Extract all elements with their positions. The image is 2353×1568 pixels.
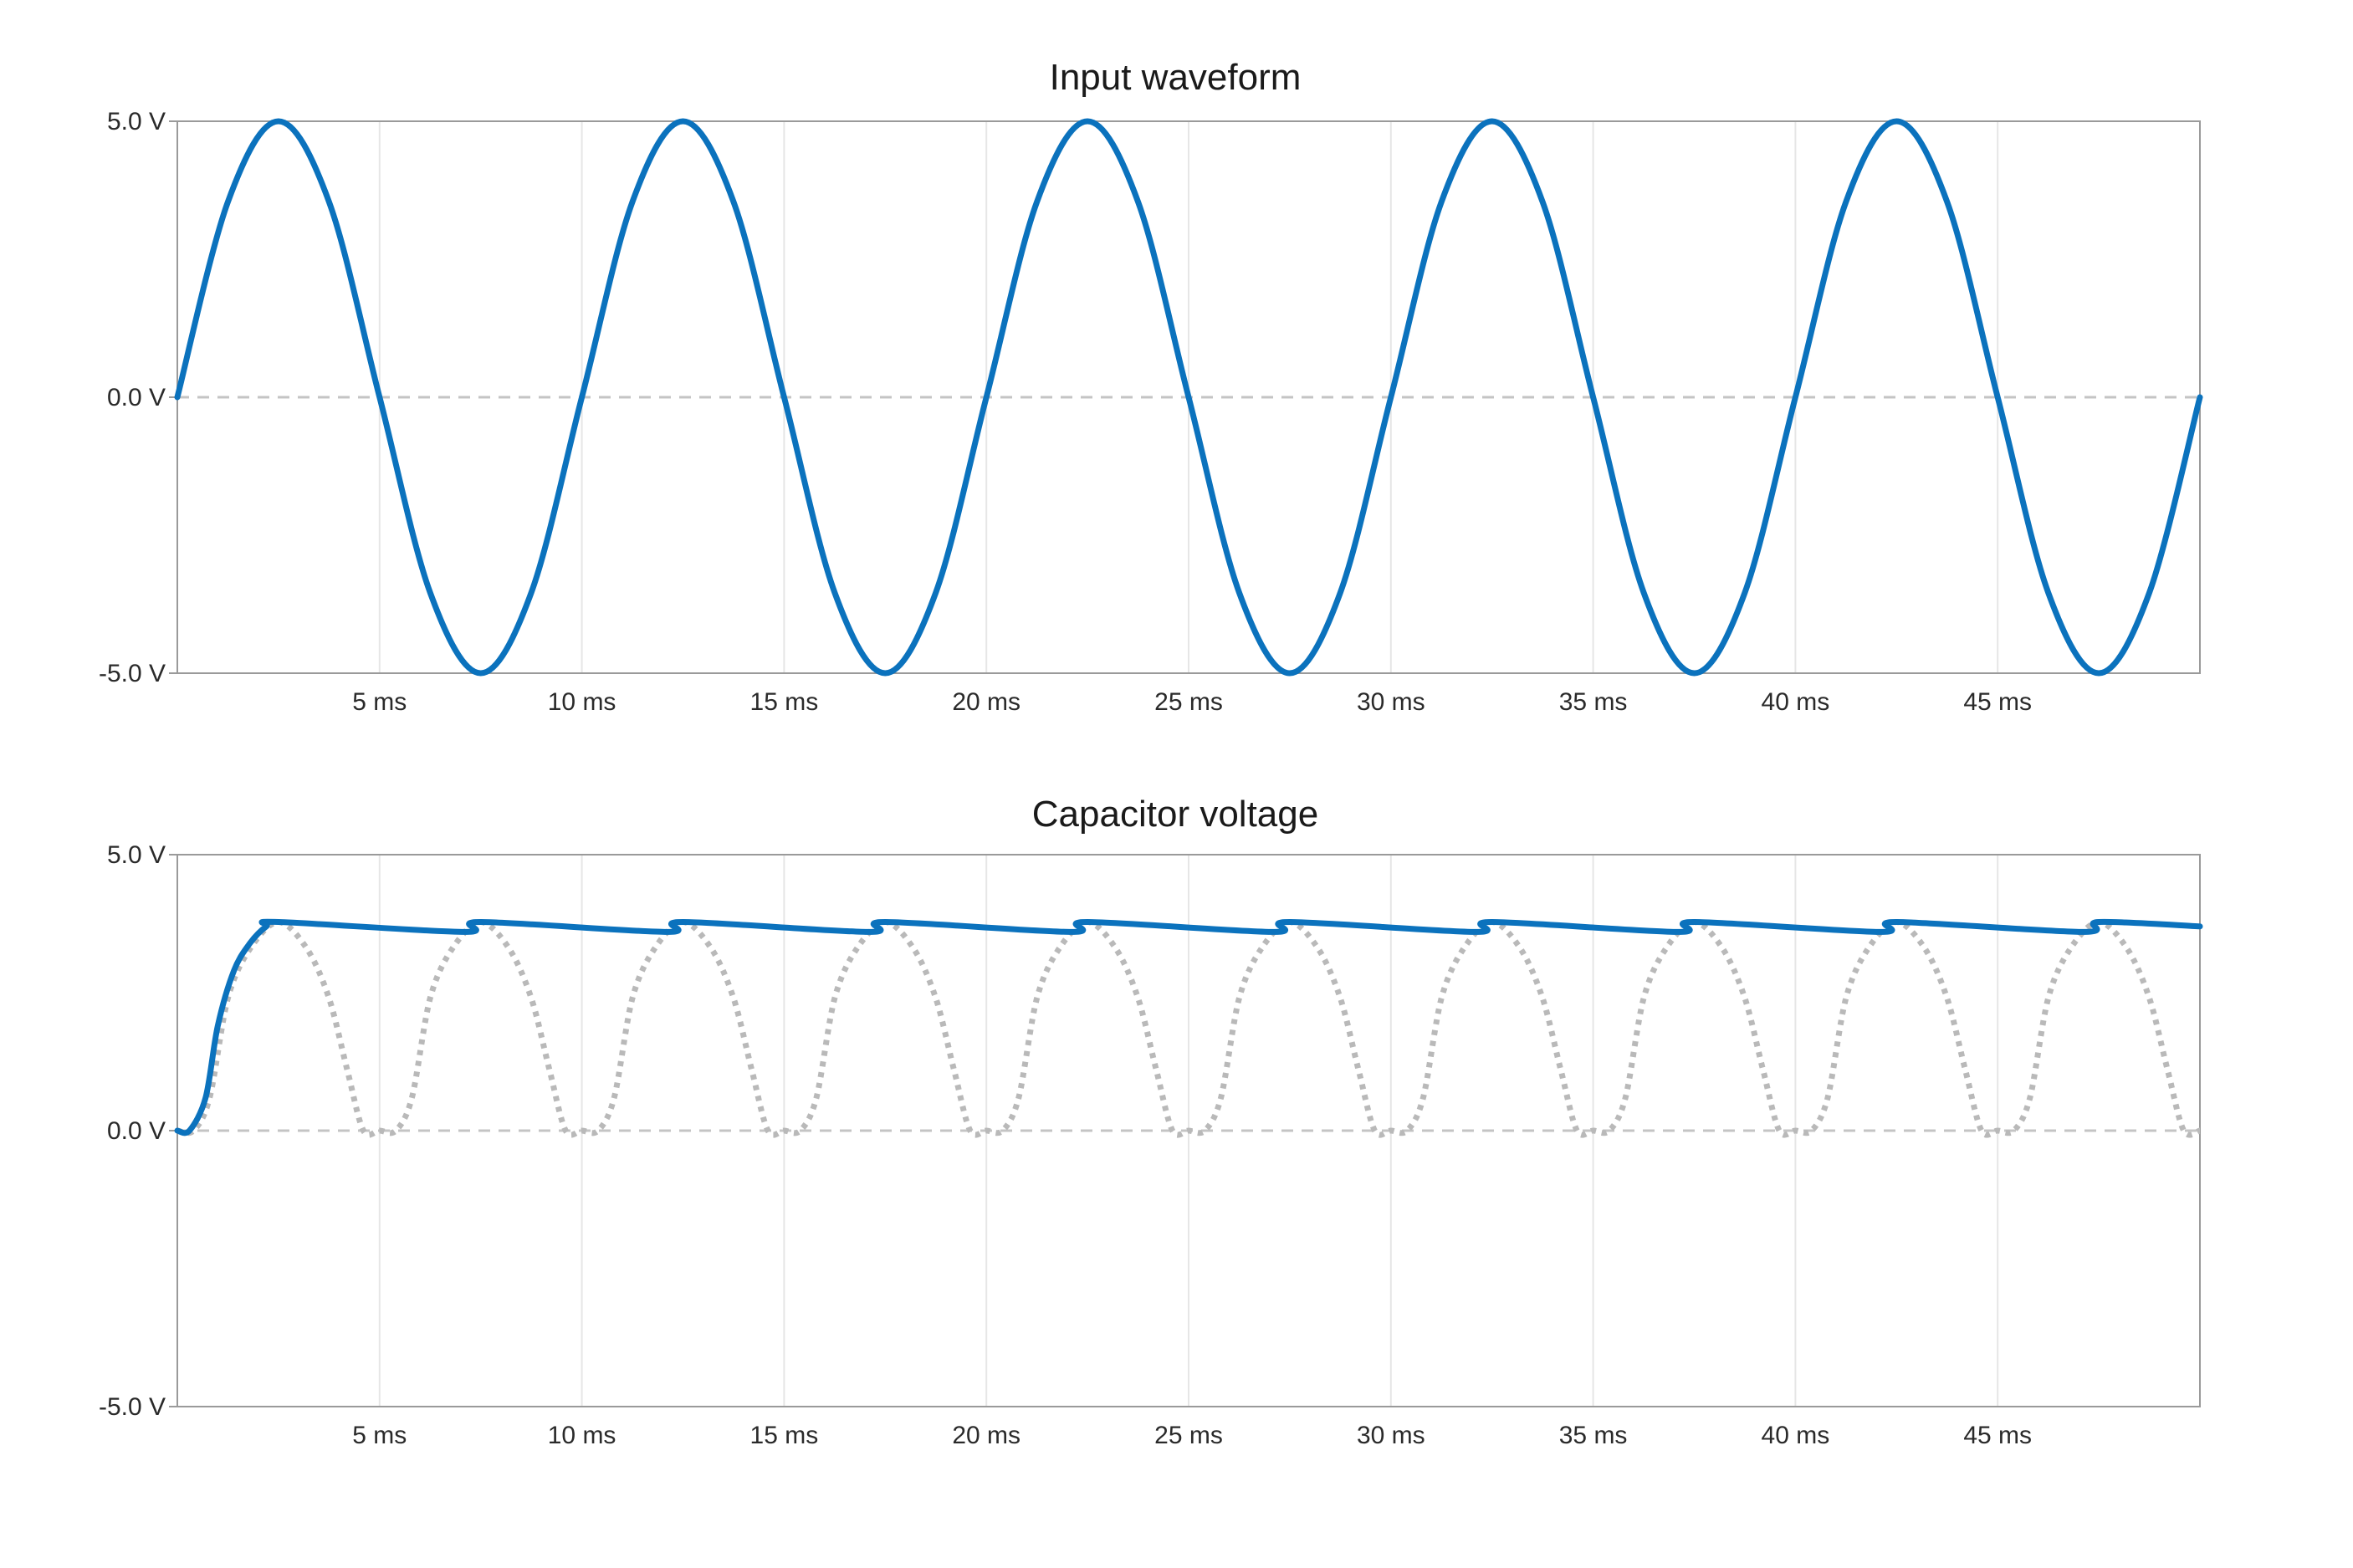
- x-tick-label: 45 ms: [1963, 688, 2032, 716]
- x-tick-label: 35 ms: [1559, 688, 1628, 716]
- x-tick-label: 25 ms: [1154, 688, 1223, 716]
- chart-panel-capacitor-voltage: Capacitor voltage 5.0 V 0.0 V -5.0 V 5 m…: [99, 794, 2203, 1449]
- chart-title: Input waveform: [1050, 57, 1302, 98]
- series-line: [174, 918, 2203, 1136]
- x-tick-label: 5 ms: [352, 1422, 407, 1449]
- x-tick-label: 35 ms: [1559, 1422, 1628, 1449]
- x-tick-label: 15 ms: [750, 1422, 819, 1449]
- x-tick-label: 30 ms: [1357, 688, 1425, 716]
- x-tick-label: 20 ms: [952, 688, 1020, 716]
- x-tick-label: 40 ms: [1762, 1422, 1830, 1449]
- y-tick-label: -5.0 V: [99, 1393, 166, 1421]
- x-tick-label: 30 ms: [1357, 1422, 1425, 1449]
- y-tick-label: 0.0 V: [107, 1117, 166, 1145]
- series-line: [174, 118, 2203, 677]
- x-axis: 5 ms 10 ms 15 ms 20 ms 25 ms 30 ms 35 ms…: [352, 1422, 2032, 1449]
- y-tick-label: 0.0 V: [107, 384, 166, 411]
- y-axis: 5.0 V 0.0 V -5.0 V: [99, 108, 177, 687]
- chart-panel-input-waveform: Input waveform 5.0 V 0.0 V -5.0 V 5 ms 1…: [99, 57, 2203, 716]
- x-tick-label: 10 ms: [548, 688, 616, 716]
- y-tick-label: 5.0 V: [107, 841, 166, 869]
- x-tick-label: 45 ms: [1963, 1422, 2032, 1449]
- series-layer: [174, 118, 2203, 677]
- x-axis: 5 ms 10 ms 15 ms 20 ms 25 ms 30 ms 35 ms…: [352, 688, 2032, 716]
- x-tick-label: 40 ms: [1762, 688, 1830, 716]
- x-tick-label: 25 ms: [1154, 1422, 1223, 1449]
- x-tick-label: 5 ms: [352, 688, 407, 716]
- reference-series-line: [176, 919, 2202, 1138]
- x-tick-label: 15 ms: [750, 688, 819, 716]
- x-tick-label: 10 ms: [548, 1422, 616, 1449]
- y-tick-label: 5.0 V: [107, 108, 166, 135]
- chart-title: Capacitor voltage: [1032, 794, 1318, 835]
- series-layer: [174, 918, 2203, 1138]
- x-tick-label: 20 ms: [952, 1422, 1020, 1449]
- y-tick-label: -5.0 V: [99, 660, 166, 687]
- y-axis: 5.0 V 0.0 V -5.0 V: [99, 841, 177, 1421]
